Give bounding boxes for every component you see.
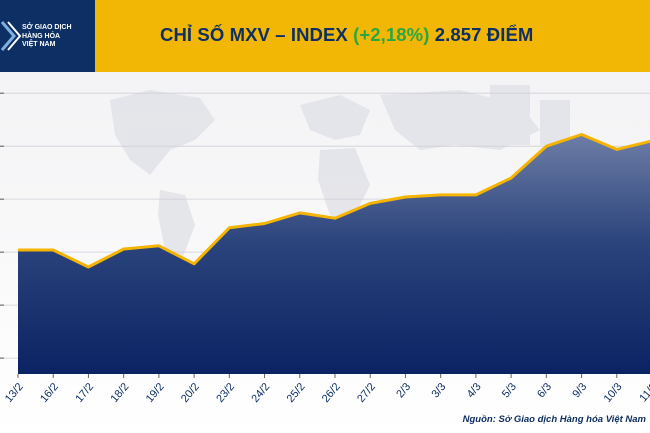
mxv-index-chart: 13/2 16/2 17/2 18/2 19/2 20/2 23/2 24/2 25/2 26/2… xyxy=(0,72,650,433)
index-line xyxy=(18,133,650,269)
logo-text: SỞ GIAO DỊCH HÀNG HÓA VIỆT NAM xyxy=(22,24,72,49)
title-change: (+2,18%) xyxy=(353,24,430,45)
header-bar: SỞ GIAO DỊCH HÀNG HÓA VIỆT NAM CHỈ SỐ MX… xyxy=(0,0,650,72)
page-title: CHỈ SỐ MXV – INDEX (+2,18%) 2.857 ĐIỂM xyxy=(160,24,533,46)
title-prefix: CHỈ SỐ MXV – INDEX xyxy=(160,24,354,45)
title-suffix: 2.857 ĐIỂM xyxy=(429,24,534,45)
area-fill xyxy=(18,134,650,374)
logo: SỞ GIAO DỊCH HÀNG HÓA VIỆT NAM xyxy=(0,0,95,72)
source-note: Nguồn: Sở Giao dịch Hàng hóa Việt Nam xyxy=(462,414,646,425)
logo-chevron-icon xyxy=(0,21,22,51)
